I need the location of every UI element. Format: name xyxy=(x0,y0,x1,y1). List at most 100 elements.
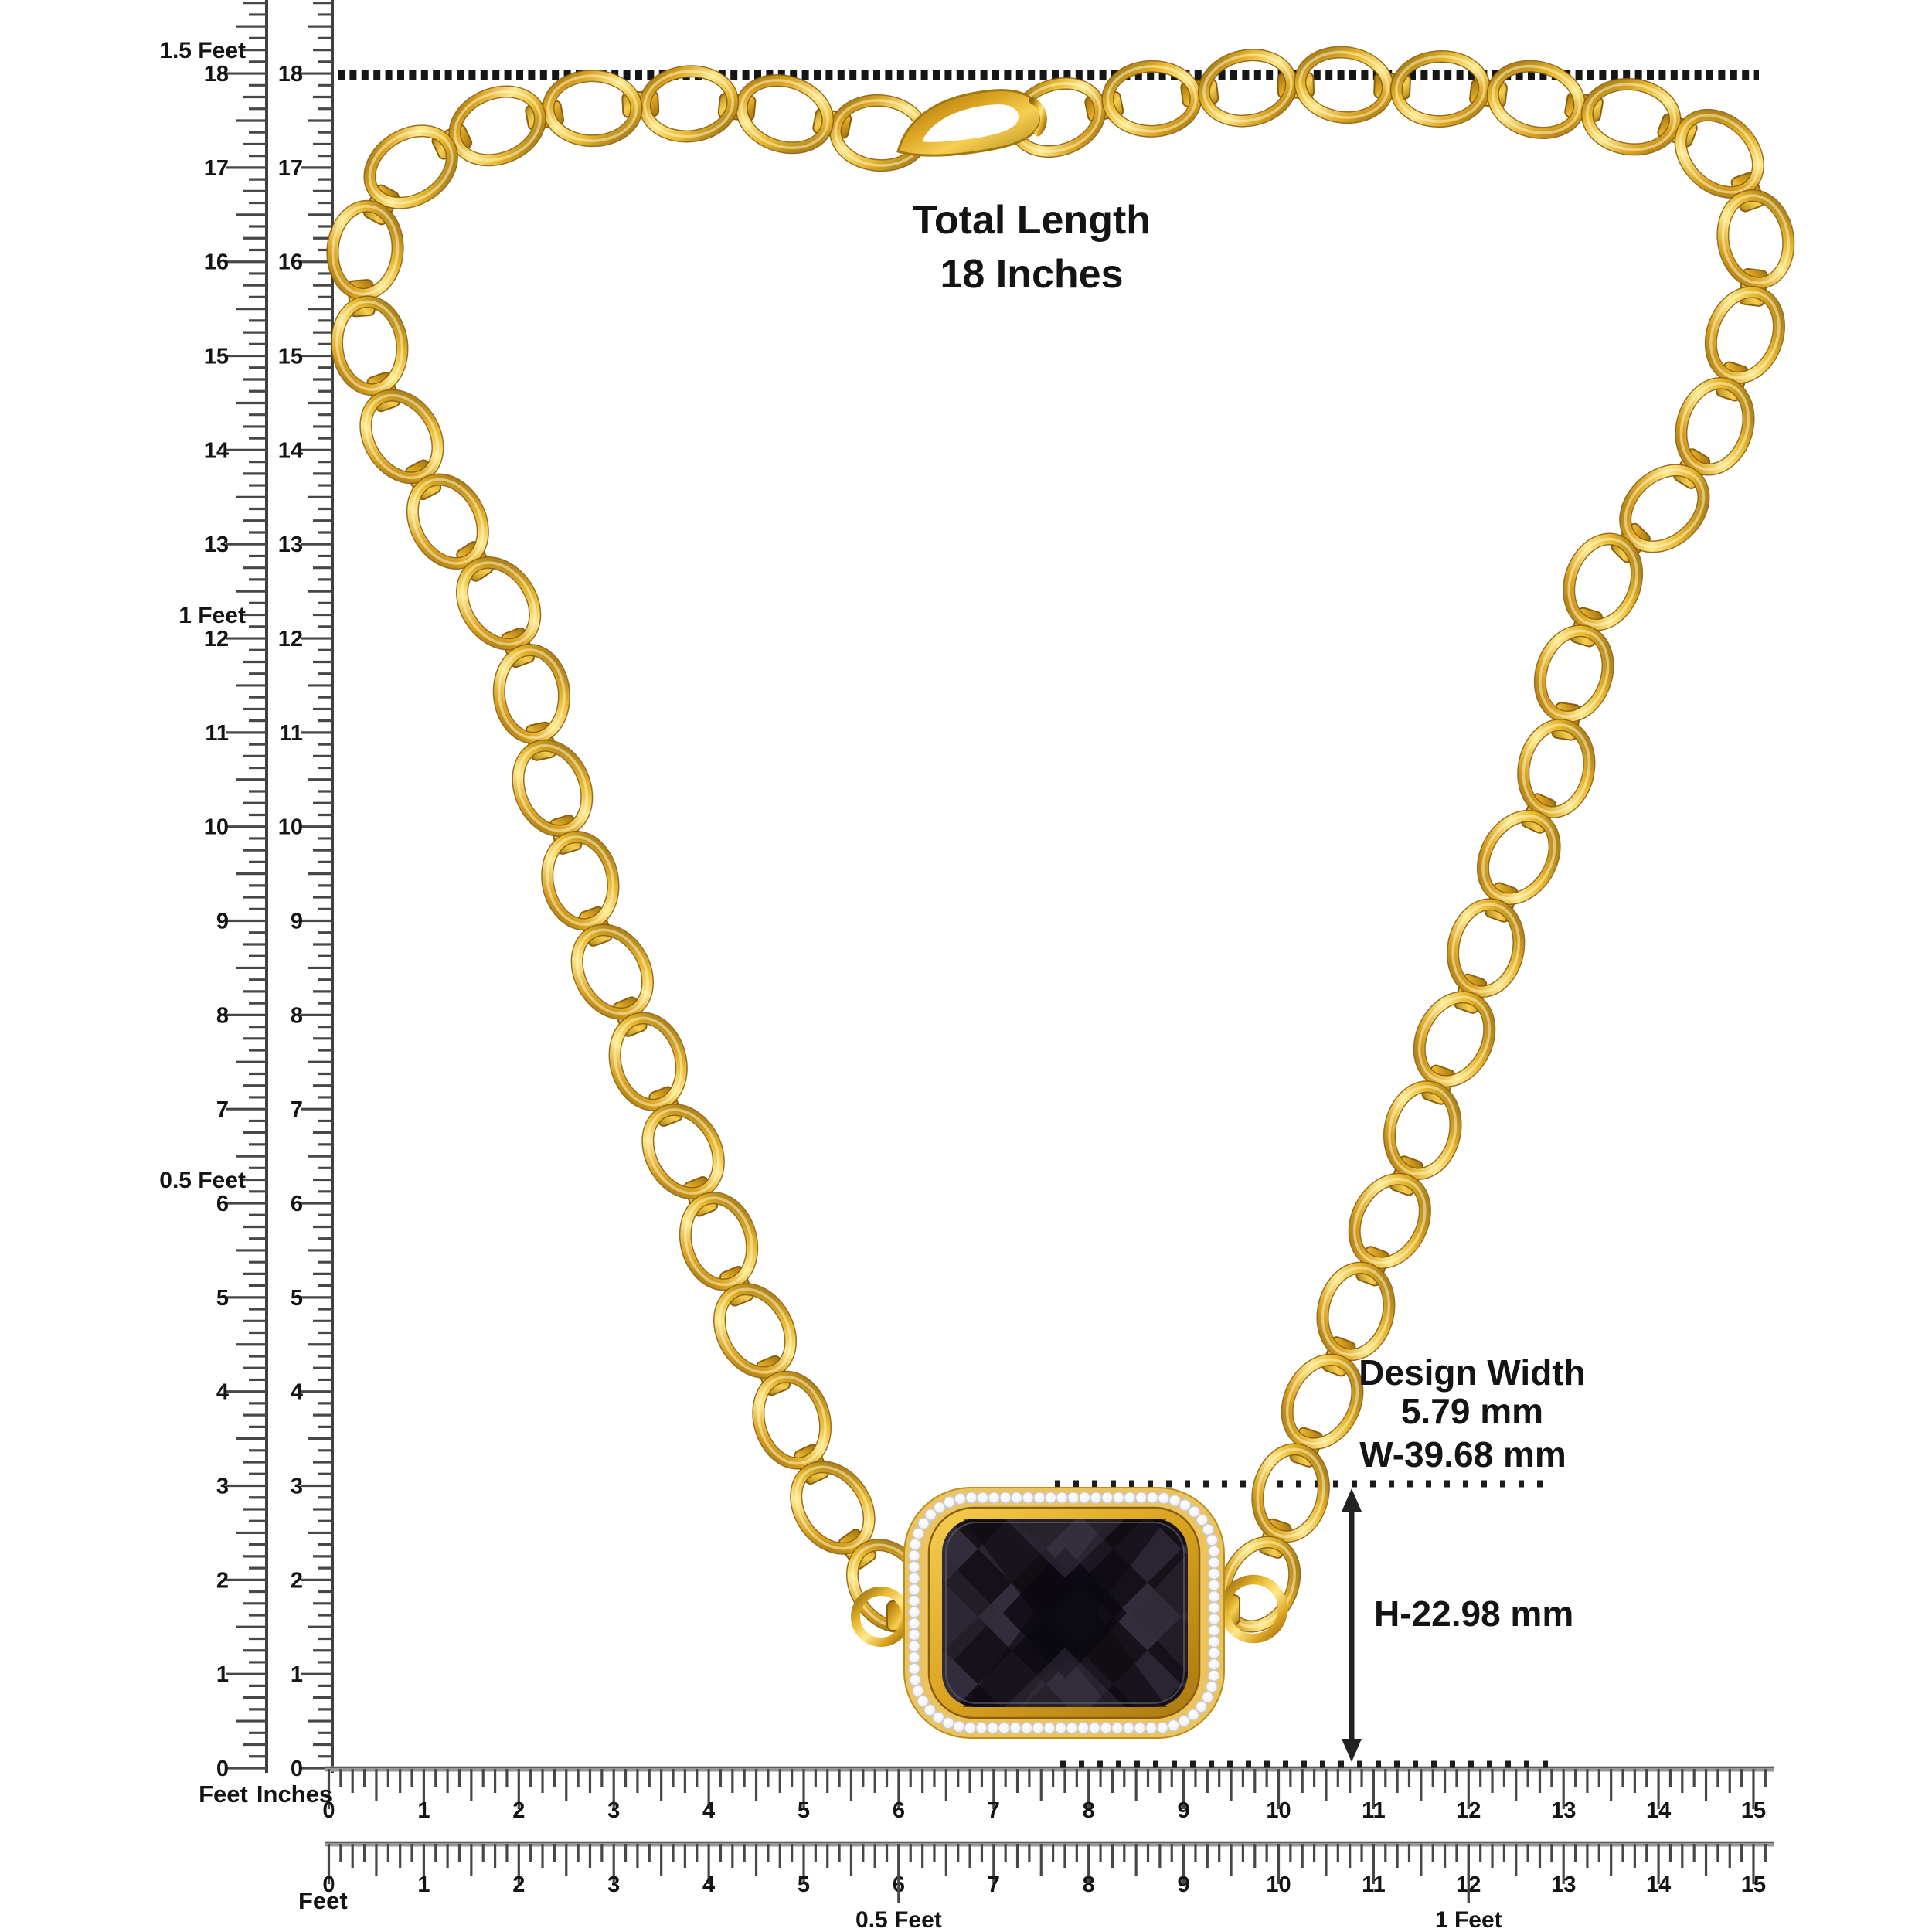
halo-diamond xyxy=(1208,1613,1220,1626)
necklace-chain xyxy=(326,46,1795,1633)
ruler-number: 12 xyxy=(278,627,303,651)
chain-link-highlight xyxy=(335,300,404,391)
ruler-number: 7 xyxy=(988,1798,1000,1823)
halo-diamond xyxy=(1208,1658,1220,1671)
halo-diamond xyxy=(1134,1722,1146,1734)
halo-diamond xyxy=(1134,1492,1148,1504)
halo-diamond xyxy=(908,1617,920,1630)
ruler-number: 10 xyxy=(278,815,303,840)
ruler-number: 2 xyxy=(291,1568,303,1593)
halo-diamond xyxy=(908,1583,920,1596)
chain-link-highlight xyxy=(1679,114,1760,194)
chain-link-highlight xyxy=(461,561,537,646)
halo-diamond xyxy=(1124,1492,1136,1504)
ruler-number: 11 xyxy=(279,721,303,746)
ruler-number: 6 xyxy=(291,1192,303,1216)
chain-link-highlight xyxy=(740,79,829,150)
halo-diamond xyxy=(1111,1722,1124,1734)
halo-diamond xyxy=(1032,1722,1045,1734)
halo-diamond xyxy=(1207,1545,1220,1558)
chain-link-highlight xyxy=(1106,65,1198,133)
halo-diamond xyxy=(1043,1722,1056,1734)
halo-diamond xyxy=(908,1572,920,1585)
ruler-number: 2 xyxy=(512,1798,525,1823)
ruler-number: 14 xyxy=(204,438,229,463)
chain-link-highlight xyxy=(1352,1178,1427,1264)
halo-diamond xyxy=(1208,1556,1220,1569)
halo-diamond xyxy=(964,1721,977,1734)
halo-diamond xyxy=(1090,1492,1103,1504)
ruler-number: 4 xyxy=(702,1798,715,1823)
ruler-number: 7 xyxy=(988,1872,1000,1897)
ruler-number: 0 xyxy=(322,1798,335,1823)
chain-link-highlight xyxy=(646,1108,720,1195)
halo-diamond xyxy=(1088,1722,1101,1734)
ruler-number: 11 xyxy=(205,721,229,746)
ruler-number: 15 xyxy=(1741,1872,1766,1897)
chain-link-highlight xyxy=(1388,1085,1458,1175)
halo-diamond xyxy=(1122,1722,1135,1734)
halo-diamond xyxy=(909,1538,922,1551)
chain-link-highlight xyxy=(757,1375,827,1465)
ruler-number: 4 xyxy=(702,1872,715,1897)
horizontal-ruler-inches: 0 1 2 3 4 5 6 7 8 9 10 11 12 13 14 15 xyxy=(322,1766,1774,1823)
ruler-number: 2 xyxy=(512,1872,525,1897)
ruler-number: 3 xyxy=(291,1475,303,1499)
chain-link-highlight xyxy=(1285,1358,1359,1445)
halo-diamond xyxy=(1167,1719,1180,1732)
ruler-number: 5 xyxy=(291,1286,303,1311)
ruler-number: 7 xyxy=(291,1097,303,1122)
halo-diamond xyxy=(1112,1492,1125,1504)
ruler-number: 15 xyxy=(204,345,229,369)
chain-link-highlight xyxy=(1492,64,1581,134)
ruler-number: 3 xyxy=(607,1798,620,1823)
halo-diamond xyxy=(1195,1700,1208,1713)
design-width-label: Design Width xyxy=(1359,1352,1585,1393)
ruler-number: 1 xyxy=(216,1662,229,1687)
chain-links xyxy=(326,65,932,1633)
halo-diamond xyxy=(908,1594,920,1607)
chain-barrels xyxy=(347,90,876,1570)
halo-diamond xyxy=(1078,1492,1091,1504)
halo-diamond xyxy=(942,1716,954,1730)
ruler-number: 11 xyxy=(1362,1798,1386,1823)
ruler-number: 3 xyxy=(607,1872,620,1897)
halo-diamond xyxy=(1066,1722,1079,1734)
feet-mark-label: 0.5 Feet xyxy=(855,1907,942,1932)
halo-diamond xyxy=(1188,1505,1201,1519)
chain-link-highlight xyxy=(498,648,566,740)
chain-link-highlight xyxy=(546,74,638,142)
horizontal-feet-unit-label: Feet xyxy=(298,1887,348,1914)
ruler-number: 14 xyxy=(278,438,303,463)
ruler-number: 1 xyxy=(291,1662,303,1687)
chain-link-highlight xyxy=(1417,995,1492,1083)
halo-diamond xyxy=(952,1720,965,1733)
halo-diamond xyxy=(912,1527,925,1540)
ruler-number: 6 xyxy=(893,1798,905,1823)
ruler-number: 9 xyxy=(1178,1798,1190,1823)
chain-link-highlight xyxy=(1721,194,1791,285)
ruler-number: 5 xyxy=(798,1872,810,1897)
pendant-width-label: W-39.68 mm xyxy=(1359,1434,1566,1475)
halo-diamond xyxy=(923,1703,937,1716)
halo-diamond xyxy=(998,1722,1011,1734)
feet-mark-label: 0.5 Feet xyxy=(159,1168,246,1193)
halo-diamond xyxy=(917,1695,930,1708)
diamond-halo xyxy=(908,1492,1220,1734)
ruler-number: 13 xyxy=(204,532,229,557)
total-length-label-line1: Total Length xyxy=(913,198,1151,243)
design-width-value: 5.79 mm xyxy=(1401,1391,1543,1431)
chain-link-highlight xyxy=(516,744,589,832)
halo-diamond xyxy=(998,1492,1012,1504)
ruler-number: 4 xyxy=(216,1380,229,1405)
vertical-inches-unit-label: Inches xyxy=(257,1781,332,1808)
halo-diamond xyxy=(988,1492,1001,1504)
chain-barrels xyxy=(1084,72,1768,1559)
halo-diamond xyxy=(917,1517,930,1530)
halo-diamond xyxy=(1208,1601,1220,1614)
halo-diamond xyxy=(908,1628,920,1641)
ruler-number: 18 xyxy=(278,62,303,87)
chain-link-highlight xyxy=(331,205,400,296)
chain-link-highlight xyxy=(1395,55,1486,123)
